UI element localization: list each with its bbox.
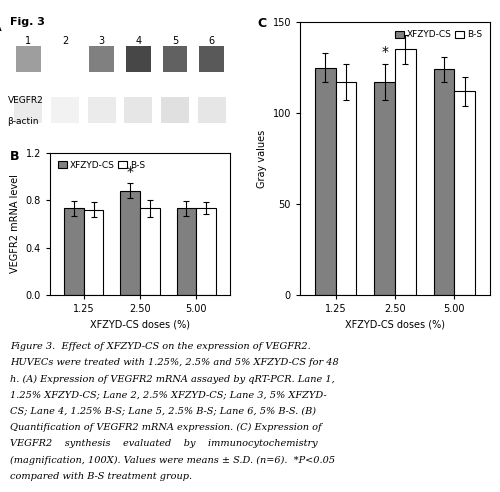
Bar [84,210,103,295]
Bar [395,49,416,295]
Text: VEGFR2    synthesis    evaluated    by    immunocytochemistry: VEGFR2 synthesis evaluated by immunocyto… [10,439,318,448]
Legend: XFZYD-CS, B-S: XFZYD-CS, B-S [54,157,149,173]
Text: *: * [126,165,134,179]
Text: Fig. 3: Fig. 3 [10,17,45,27]
Bar [199,46,224,72]
Bar [126,46,151,72]
X-axis label: XFZYD-CS doses (%): XFZYD-CS doses (%) [90,320,190,330]
Text: 3: 3 [98,36,104,46]
Bar [51,96,79,123]
Text: 1.25% XFZYD-CS; Lane 2, 2.5% XFZYD-CS; Lane 3, 5% XFZYD-: 1.25% XFZYD-CS; Lane 2, 2.5% XFZYD-CS; L… [10,391,326,400]
Bar [52,46,78,72]
Bar [454,92,475,295]
Bar [161,96,189,123]
Text: 6: 6 [208,36,214,46]
Bar [124,96,152,123]
Text: 2: 2 [62,36,68,46]
Bar [162,46,188,72]
X-axis label: XFZYD-CS doses (%): XFZYD-CS doses (%) [345,320,445,330]
Bar [14,96,42,123]
Bar [64,209,84,295]
Bar [196,209,216,295]
Text: C: C [258,17,266,30]
Bar [434,69,454,295]
Legend: XFZYD-CS, B-S: XFZYD-CS, B-S [391,27,486,43]
Bar [315,67,336,295]
Bar [336,82,356,295]
Text: Quantification of VEGFR2 mRNA expression. (C) Expression of: Quantification of VEGFR2 mRNA expression… [10,423,322,432]
Text: A: A [0,21,2,34]
Text: *: * [381,45,388,59]
Text: B: B [10,150,20,163]
Bar [89,46,114,72]
Text: (magnification, 100X). Values were means ± S.D. (n=6).  *P<0.05: (magnification, 100X). Values were means… [10,456,335,465]
Text: Figure 3.  Effect of XFZYD-CS on the expression of VEGFR2.: Figure 3. Effect of XFZYD-CS on the expr… [10,342,311,351]
Text: VEGFR2: VEGFR2 [8,96,44,105]
Text: 5: 5 [172,36,178,46]
Bar [374,82,395,295]
Text: 4: 4 [136,36,141,46]
Bar [88,96,116,123]
Text: β-actin: β-actin [8,117,39,125]
Text: HUVECs were treated with 1.25%, 2.5% and 5% XFZYD-CS for 48: HUVECs were treated with 1.25%, 2.5% and… [10,358,339,367]
Bar [140,209,160,295]
Bar [176,209,196,295]
Y-axis label: Gray values: Gray values [257,129,267,188]
Text: h. (A) Expression of VEGFR2 mRNA assayed by qRT-PCR. Lane 1,: h. (A) Expression of VEGFR2 mRNA assayed… [10,374,335,384]
Text: compared with B-S treatment group.: compared with B-S treatment group. [10,472,192,481]
Y-axis label: VEGFR2 mRNA level: VEGFR2 mRNA level [10,175,20,273]
Text: 1: 1 [26,36,32,46]
Text: CS; Lane 4, 1.25% B-S; Lane 5, 2.5% B-S; Lane 6, 5% B-S. (B): CS; Lane 4, 1.25% B-S; Lane 5, 2.5% B-S;… [10,407,316,416]
Bar [16,46,41,72]
Bar [120,190,140,295]
Bar [198,96,226,123]
